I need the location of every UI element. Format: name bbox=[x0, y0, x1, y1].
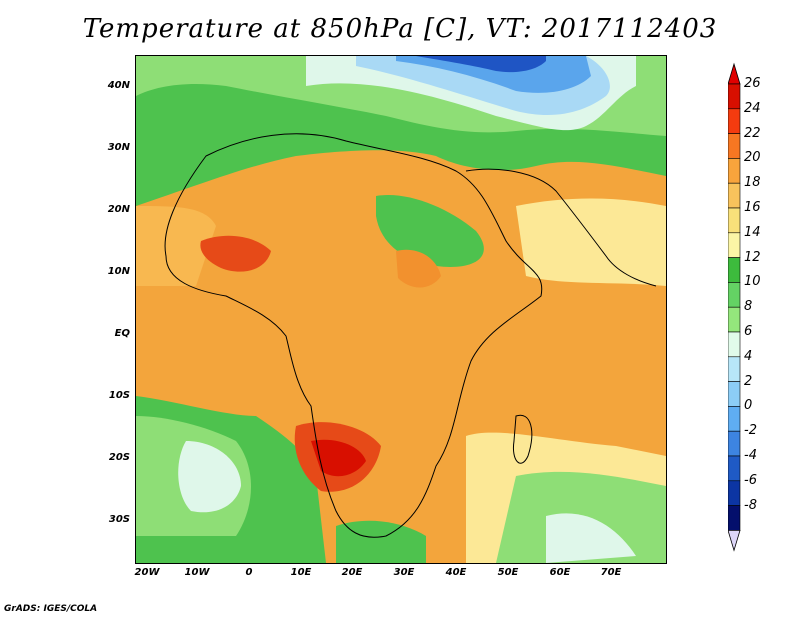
colorbar-cell bbox=[728, 282, 741, 308]
colorbar-label: 14 bbox=[744, 224, 761, 240]
colorbar-label: 24 bbox=[744, 100, 761, 116]
lat-label: 10S bbox=[108, 390, 130, 401]
lat-label: 30S bbox=[108, 514, 130, 525]
lon-label: 60E bbox=[549, 567, 571, 578]
colorbar-cell bbox=[728, 306, 741, 333]
colorbar-bottom-arrow bbox=[728, 529, 741, 552]
colorbar-label: 0 bbox=[744, 398, 753, 414]
lon-label: 0 bbox=[245, 567, 253, 578]
colorbar-label: 12 bbox=[744, 249, 761, 265]
colorbar-top-arrow bbox=[728, 62, 741, 85]
lat-label: 30N bbox=[107, 142, 130, 153]
colorbar-cell bbox=[728, 83, 741, 110]
lon-label: 70E bbox=[600, 567, 622, 578]
colorbar-cell bbox=[728, 232, 741, 258]
colorbar-cell bbox=[728, 108, 741, 134]
lon-label: 40E bbox=[445, 567, 467, 578]
colorbar-cell bbox=[728, 406, 741, 432]
colorbar-label: 22 bbox=[744, 125, 761, 141]
colorbar-label: 6 bbox=[744, 324, 753, 339]
colorbar-cell bbox=[728, 381, 741, 407]
colorbar-cell bbox=[728, 455, 741, 482]
lat-label: EQ bbox=[114, 328, 130, 339]
field-green-cape bbox=[336, 520, 426, 563]
field-warm-ethiopia bbox=[396, 249, 441, 288]
lat-label: 20N bbox=[107, 204, 130, 215]
lon-label: 50E bbox=[497, 567, 519, 578]
colorbar-label: 8 bbox=[744, 299, 753, 315]
colorbar-cell bbox=[728, 430, 741, 457]
colorbar-label: -6 bbox=[744, 472, 757, 488]
arabia-coastline bbox=[465, 168, 657, 287]
colorbar-label: 20 bbox=[744, 150, 761, 166]
colorbar-cell bbox=[728, 133, 741, 159]
colorbar bbox=[728, 62, 741, 552]
colorbar-cell bbox=[728, 331, 741, 358]
field-pale-sio bbox=[546, 513, 636, 563]
temperature-map bbox=[136, 56, 666, 563]
colorbar-label: -8 bbox=[744, 497, 757, 513]
colorbar-cell bbox=[728, 480, 741, 506]
colorbar-label: -2 bbox=[744, 423, 757, 439]
field-cool-india bbox=[516, 198, 666, 286]
lon-label: 20E bbox=[341, 567, 363, 578]
field-hot-sahel bbox=[200, 235, 271, 272]
colorbar-cell bbox=[728, 158, 741, 184]
map-title: Temperature at 850hPa [C], VT: 201711240… bbox=[82, 14, 718, 44]
lon-label: 20W bbox=[134, 567, 160, 578]
colorbar-cell bbox=[728, 207, 741, 234]
colorbar-cell bbox=[728, 356, 741, 382]
lon-label: 10W bbox=[184, 567, 210, 578]
madagascar-coastline bbox=[512, 414, 533, 464]
colorbar-cell bbox=[728, 505, 741, 531]
field-mild-west bbox=[136, 206, 216, 286]
lat-label: 10N bbox=[107, 266, 130, 277]
field-blue-north bbox=[396, 56, 591, 93]
field-hottest-south bbox=[311, 439, 366, 477]
africa-coastline bbox=[164, 133, 543, 538]
field-pale-sa bbox=[178, 441, 241, 513]
colorbar-label: 16 bbox=[744, 200, 761, 215]
field-green-egypt bbox=[376, 195, 484, 267]
lon-label: 30E bbox=[393, 567, 415, 578]
colorbar-label: 26 bbox=[744, 76, 761, 91]
colorbar-cell bbox=[728, 257, 741, 283]
lat-label: 40N bbox=[107, 80, 130, 91]
colorbar-label: 2 bbox=[744, 373, 753, 389]
colorbar-cell bbox=[728, 182, 741, 209]
map-panel[interactable] bbox=[135, 55, 667, 564]
field-darkblue-north bbox=[416, 56, 546, 73]
credit-text: GrADS: IGES/COLA bbox=[4, 604, 98, 614]
lat-label: 20S bbox=[108, 452, 130, 463]
colorbar-label: 4 bbox=[744, 348, 753, 364]
colorbar-label: -4 bbox=[744, 448, 757, 463]
colorbar-label: 18 bbox=[744, 175, 761, 191]
lon-label: 10E bbox=[290, 567, 312, 578]
colorbar-label: 10 bbox=[744, 274, 761, 290]
